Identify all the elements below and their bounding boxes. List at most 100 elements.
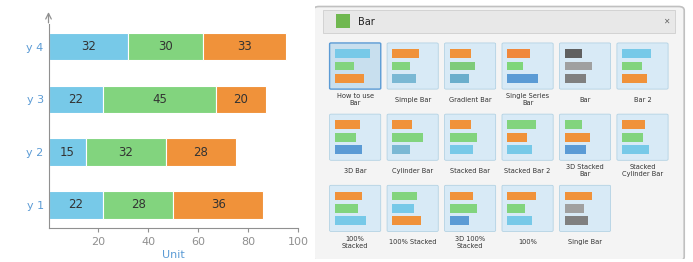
Text: 22: 22 <box>69 198 83 211</box>
Text: Bar: Bar <box>358 17 375 26</box>
Bar <box>507 133 527 141</box>
FancyBboxPatch shape <box>617 43 668 89</box>
Bar <box>622 145 649 154</box>
FancyBboxPatch shape <box>387 43 438 89</box>
Text: 22: 22 <box>69 93 83 106</box>
Bar <box>173 191 263 219</box>
Text: ✕: ✕ <box>663 17 669 26</box>
Text: Bar: Bar <box>579 97 590 103</box>
FancyBboxPatch shape <box>559 114 611 160</box>
FancyBboxPatch shape <box>387 185 438 231</box>
FancyBboxPatch shape <box>444 185 495 231</box>
X-axis label: Unit: Unit <box>162 250 184 260</box>
Text: 28: 28 <box>131 198 146 211</box>
Text: 100%
Stacked: 100% Stacked <box>342 236 369 249</box>
Bar <box>507 62 523 70</box>
Bar <box>392 204 414 213</box>
FancyBboxPatch shape <box>444 43 495 89</box>
Text: Stacked Bar 2: Stacked Bar 2 <box>505 168 551 174</box>
Text: Bar 2: Bar 2 <box>633 97 651 103</box>
Bar <box>507 192 536 200</box>
Bar <box>49 86 103 113</box>
Bar <box>622 121 645 129</box>
Bar <box>392 62 410 70</box>
Text: 36: 36 <box>211 198 226 211</box>
FancyBboxPatch shape <box>387 114 438 160</box>
Bar <box>49 138 86 166</box>
Bar <box>450 49 471 58</box>
Bar <box>450 145 473 154</box>
Text: 32: 32 <box>119 146 133 159</box>
Bar <box>335 145 362 154</box>
Bar <box>565 74 586 83</box>
Bar <box>392 216 421 225</box>
Text: 28: 28 <box>193 146 208 159</box>
Text: 32: 32 <box>81 40 96 53</box>
Bar <box>565 62 592 70</box>
Bar <box>507 145 532 154</box>
Bar <box>565 121 582 129</box>
FancyBboxPatch shape <box>502 114 553 160</box>
Text: Single Series
Bar: Single Series Bar <box>506 93 549 106</box>
Text: Stacked Bar: Stacked Bar <box>450 168 490 174</box>
Text: Gradient Bar: Gradient Bar <box>449 97 491 103</box>
Bar <box>622 62 642 70</box>
FancyBboxPatch shape <box>330 114 380 160</box>
Bar <box>335 49 369 58</box>
Bar <box>565 133 590 141</box>
Bar <box>565 145 586 154</box>
Text: Cylinder Bar: Cylinder Bar <box>392 168 433 174</box>
Text: Single Bar: Single Bar <box>568 239 602 245</box>
Bar <box>392 192 417 200</box>
Bar <box>103 191 173 219</box>
Bar <box>335 121 360 129</box>
Bar <box>450 133 477 141</box>
Text: Simple Bar: Simple Bar <box>394 97 431 103</box>
Bar <box>86 138 166 166</box>
Bar <box>335 192 362 200</box>
Bar <box>450 204 477 213</box>
Bar <box>450 74 469 83</box>
Bar <box>507 204 525 213</box>
Bar <box>507 121 536 129</box>
Text: 20: 20 <box>233 93 248 106</box>
Bar <box>622 49 651 58</box>
Bar <box>450 216 469 225</box>
Bar <box>565 204 584 213</box>
FancyBboxPatch shape <box>444 114 495 160</box>
Bar <box>450 192 473 200</box>
Text: 100%: 100% <box>518 239 537 245</box>
FancyBboxPatch shape <box>313 7 684 261</box>
Bar <box>49 33 128 60</box>
Bar <box>450 121 471 129</box>
FancyBboxPatch shape <box>330 43 380 89</box>
Text: Stacked
Cylinder Bar: Stacked Cylinder Bar <box>622 165 663 177</box>
Bar <box>392 133 423 141</box>
Text: 45: 45 <box>152 93 167 106</box>
FancyBboxPatch shape <box>559 43 611 89</box>
Bar <box>335 204 358 213</box>
Bar <box>128 33 203 60</box>
Text: 3D Stacked
Bar: 3D Stacked Bar <box>566 165 604 177</box>
Bar <box>335 133 356 141</box>
Bar <box>392 74 416 83</box>
Bar <box>49 191 103 219</box>
Bar <box>103 86 216 113</box>
Bar <box>622 74 647 83</box>
FancyBboxPatch shape <box>559 185 611 231</box>
Text: How to use
Bar: How to use Bar <box>337 93 374 106</box>
Text: 30: 30 <box>159 40 173 53</box>
Bar <box>507 49 530 58</box>
Bar <box>392 121 412 129</box>
Bar <box>392 49 419 58</box>
Bar <box>216 86 265 113</box>
Text: 15: 15 <box>60 146 75 159</box>
Text: 3D Bar: 3D Bar <box>344 168 367 174</box>
Bar <box>335 14 350 28</box>
Bar <box>565 192 592 200</box>
Bar <box>335 74 364 83</box>
Bar <box>565 216 588 225</box>
FancyBboxPatch shape <box>502 185 553 231</box>
Bar <box>622 133 644 141</box>
Bar <box>507 216 532 225</box>
